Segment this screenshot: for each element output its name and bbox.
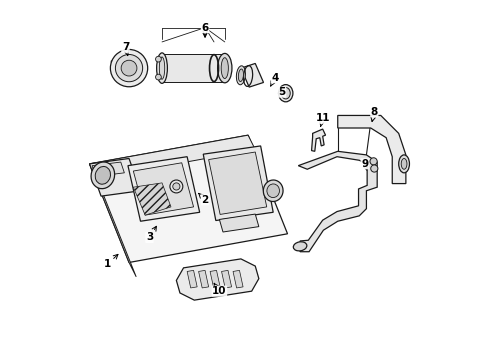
Text: 6: 6	[201, 23, 208, 36]
Text: 4: 4	[270, 73, 278, 86]
Text: 2: 2	[198, 193, 208, 205]
Text: 1: 1	[103, 255, 118, 269]
Text: 9: 9	[360, 159, 367, 170]
Polygon shape	[311, 129, 325, 151]
Polygon shape	[233, 270, 243, 288]
Ellipse shape	[217, 53, 231, 83]
Polygon shape	[89, 158, 140, 196]
Ellipse shape	[238, 69, 243, 82]
Polygon shape	[337, 116, 405, 184]
Ellipse shape	[91, 162, 114, 189]
Text: 3: 3	[145, 226, 156, 242]
Polygon shape	[89, 164, 136, 277]
Text: 11: 11	[315, 113, 329, 127]
Polygon shape	[203, 146, 273, 221]
Circle shape	[155, 56, 161, 62]
Ellipse shape	[398, 155, 408, 173]
Ellipse shape	[281, 87, 290, 99]
Circle shape	[121, 60, 137, 76]
Ellipse shape	[263, 180, 283, 202]
Circle shape	[370, 165, 377, 172]
Polygon shape	[176, 259, 258, 300]
Circle shape	[172, 183, 180, 190]
Circle shape	[115, 54, 142, 82]
Circle shape	[369, 158, 376, 165]
Ellipse shape	[95, 166, 110, 184]
Ellipse shape	[293, 242, 306, 251]
Ellipse shape	[221, 58, 228, 78]
Ellipse shape	[400, 158, 406, 169]
Text: 8: 8	[370, 107, 377, 122]
Circle shape	[155, 74, 161, 80]
Text: 5: 5	[278, 87, 285, 97]
Polygon shape	[111, 60, 122, 77]
Polygon shape	[92, 162, 124, 176]
Polygon shape	[298, 151, 376, 252]
Ellipse shape	[266, 184, 279, 198]
Polygon shape	[89, 135, 287, 262]
Polygon shape	[89, 135, 255, 178]
Ellipse shape	[278, 85, 292, 102]
Polygon shape	[241, 63, 263, 87]
Circle shape	[110, 49, 147, 87]
Polygon shape	[198, 270, 208, 288]
Text: 7: 7	[122, 42, 129, 56]
Polygon shape	[208, 152, 266, 215]
Polygon shape	[210, 270, 220, 288]
Polygon shape	[187, 270, 197, 288]
Polygon shape	[133, 163, 193, 215]
Ellipse shape	[159, 57, 164, 79]
Text: 6: 6	[201, 23, 208, 37]
Polygon shape	[128, 157, 199, 221]
Text: 10: 10	[212, 283, 226, 296]
Polygon shape	[221, 270, 231, 288]
Ellipse shape	[156, 53, 167, 84]
Polygon shape	[133, 183, 171, 215]
Ellipse shape	[236, 66, 245, 85]
Polygon shape	[219, 214, 258, 232]
Polygon shape	[162, 54, 224, 82]
Circle shape	[169, 180, 183, 193]
